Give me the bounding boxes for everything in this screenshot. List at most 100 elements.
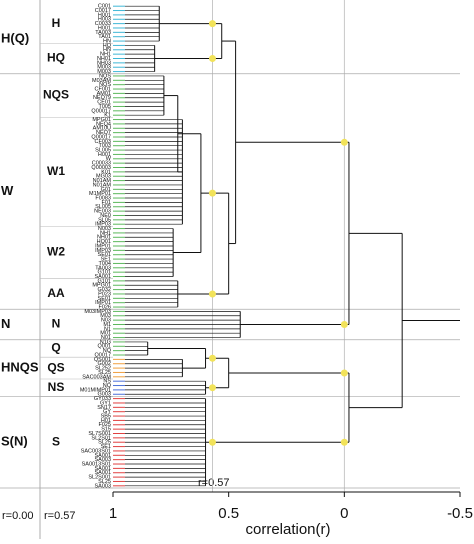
leaf-label: N003 bbox=[98, 226, 111, 232]
leaf-label: M1MP01 bbox=[89, 191, 111, 197]
subgroup-label: HQ bbox=[47, 51, 65, 65]
subgroup-label: W2 bbox=[47, 245, 65, 259]
leaf-label: N01AM bbox=[93, 178, 112, 184]
leaf-label: G01 bbox=[101, 187, 111, 193]
leaf-label: M1 bbox=[103, 322, 111, 328]
leaf-label: NEQ79 bbox=[93, 95, 111, 101]
reference-dot bbox=[208, 189, 216, 197]
leaf-label: SAC003AM bbox=[82, 374, 111, 380]
leaf-label: GY033 bbox=[94, 396, 111, 402]
subgroup-label: S bbox=[52, 434, 60, 448]
subgroup-label: QS bbox=[47, 360, 64, 374]
leaf-label: SL05 bbox=[98, 217, 111, 223]
leaf-label: SL252 bbox=[95, 366, 111, 372]
x-tick-label: 0.5 bbox=[218, 505, 239, 522]
leaf-label: M03AM bbox=[92, 78, 111, 84]
leaf-label: Q0017 bbox=[94, 352, 111, 358]
leaf-label: NS bbox=[103, 379, 111, 385]
leaf-label: K1 bbox=[104, 113, 111, 119]
leaf-label: CF001 bbox=[94, 86, 111, 92]
leaf-label: H001 bbox=[98, 152, 111, 158]
leaf-label: F026 bbox=[98, 304, 111, 310]
subgroup-label: AA bbox=[47, 286, 65, 300]
annotation: r=0.57 bbox=[44, 510, 76, 522]
leaf-label: MPG01 bbox=[92, 117, 111, 123]
leaf-label: G101 bbox=[98, 270, 111, 276]
leaf-label: TA01 bbox=[98, 34, 111, 40]
group-label: HNQS bbox=[1, 360, 39, 375]
leaf-label: T005 bbox=[98, 104, 111, 110]
x-tick-label: -0.5 bbox=[447, 505, 473, 522]
leaf-label: N03 bbox=[101, 318, 111, 324]
leaf-label: M003 bbox=[97, 69, 111, 75]
leaf-label: G032 bbox=[98, 287, 111, 293]
leaf-label: NQS bbox=[99, 73, 111, 79]
leaf-label: NH01 bbox=[97, 56, 111, 62]
leaf-label: NQS bbox=[99, 82, 111, 88]
leaf-label: SN17 bbox=[97, 405, 111, 411]
subgroup-label: NS bbox=[48, 380, 65, 394]
leaf-label: M01MIMP01 bbox=[80, 387, 111, 393]
leaf-label: H01 bbox=[101, 418, 111, 424]
leaf-label: SL25 bbox=[98, 440, 111, 446]
leaf-label: SA001 bbox=[94, 274, 111, 280]
leaf-label: SE01 bbox=[98, 296, 111, 302]
leaf-label: C0033 bbox=[95, 21, 111, 27]
leaf-label: T003 bbox=[98, 143, 111, 149]
leaf-label: GY1 bbox=[100, 400, 111, 406]
leaf-label: G002 bbox=[98, 361, 111, 367]
leaf-label: NE003 bbox=[94, 209, 111, 215]
leaf-label: HQ01 bbox=[97, 239, 111, 245]
reference-dot bbox=[340, 369, 348, 377]
leaf-label: F025 bbox=[98, 422, 111, 428]
leaf-label: F01 bbox=[102, 200, 111, 206]
leaf-label: SA001 bbox=[94, 470, 111, 476]
reference-dot bbox=[340, 320, 348, 328]
reference-dot bbox=[208, 20, 216, 28]
leaf-label: G003 bbox=[98, 392, 111, 398]
leaf-label: SAC003S01 bbox=[81, 448, 111, 454]
leaf-label: NQ bbox=[103, 348, 112, 354]
subgroup-label: Q bbox=[51, 341, 60, 355]
leaf-label: CE01 bbox=[97, 100, 111, 106]
leaf-label: M03 bbox=[100, 313, 111, 319]
leaf-label: NH01 bbox=[97, 235, 111, 241]
leaf-label: SL2S01 bbox=[91, 435, 111, 441]
leaf-label: NEQ4 bbox=[96, 121, 111, 127]
leaf-label: SL2S001 bbox=[88, 475, 111, 481]
leaf-label: SL005 bbox=[95, 148, 111, 154]
leaf-label: N01 bbox=[101, 335, 111, 341]
annotation: r=0.00 bbox=[2, 510, 34, 522]
reference-dot bbox=[340, 438, 348, 446]
leaf-label: SB5 bbox=[101, 414, 111, 420]
leaf-label: NE0 bbox=[100, 213, 111, 219]
group-label: H(Q) bbox=[1, 30, 29, 45]
leaf-label: IMP03 bbox=[95, 222, 111, 228]
leaf-label: NH1 bbox=[100, 52, 111, 58]
leaf-label: NH03 bbox=[97, 60, 111, 66]
leaf-label: AM10U bbox=[93, 126, 111, 132]
leaf-label: SA003 bbox=[94, 457, 111, 463]
leaf-label: QS001 bbox=[94, 357, 111, 363]
subgroup-label: NQS bbox=[43, 88, 69, 102]
subgroup-label: N bbox=[52, 317, 61, 331]
leaf-label: SE1 bbox=[101, 257, 111, 263]
leaf-label: N1 bbox=[104, 326, 111, 332]
x-tick-label: 1 bbox=[109, 505, 117, 522]
leaf-label: W bbox=[106, 156, 112, 162]
leaf-label: SL25 bbox=[98, 479, 111, 485]
leaf-label: NEQ7 bbox=[96, 130, 111, 136]
leaf-label: Q00017 bbox=[91, 134, 111, 140]
leaf-label: SL005 bbox=[95, 204, 111, 210]
group-label: N bbox=[1, 316, 10, 331]
leaf-label: TA003 bbox=[95, 265, 111, 271]
leaf-label: H001 bbox=[98, 12, 111, 18]
leaf-label: M003 bbox=[97, 65, 111, 71]
group-label: S(N) bbox=[1, 434, 28, 449]
leaf-label: MPG01 bbox=[92, 283, 111, 289]
leaf-label: F0083 bbox=[95, 195, 111, 201]
leaf-label: M01 bbox=[100, 331, 111, 337]
leaf-label: SA001 bbox=[94, 453, 111, 459]
leaf-label: H003 bbox=[98, 17, 111, 23]
leaf-label: N01AM bbox=[93, 182, 112, 188]
